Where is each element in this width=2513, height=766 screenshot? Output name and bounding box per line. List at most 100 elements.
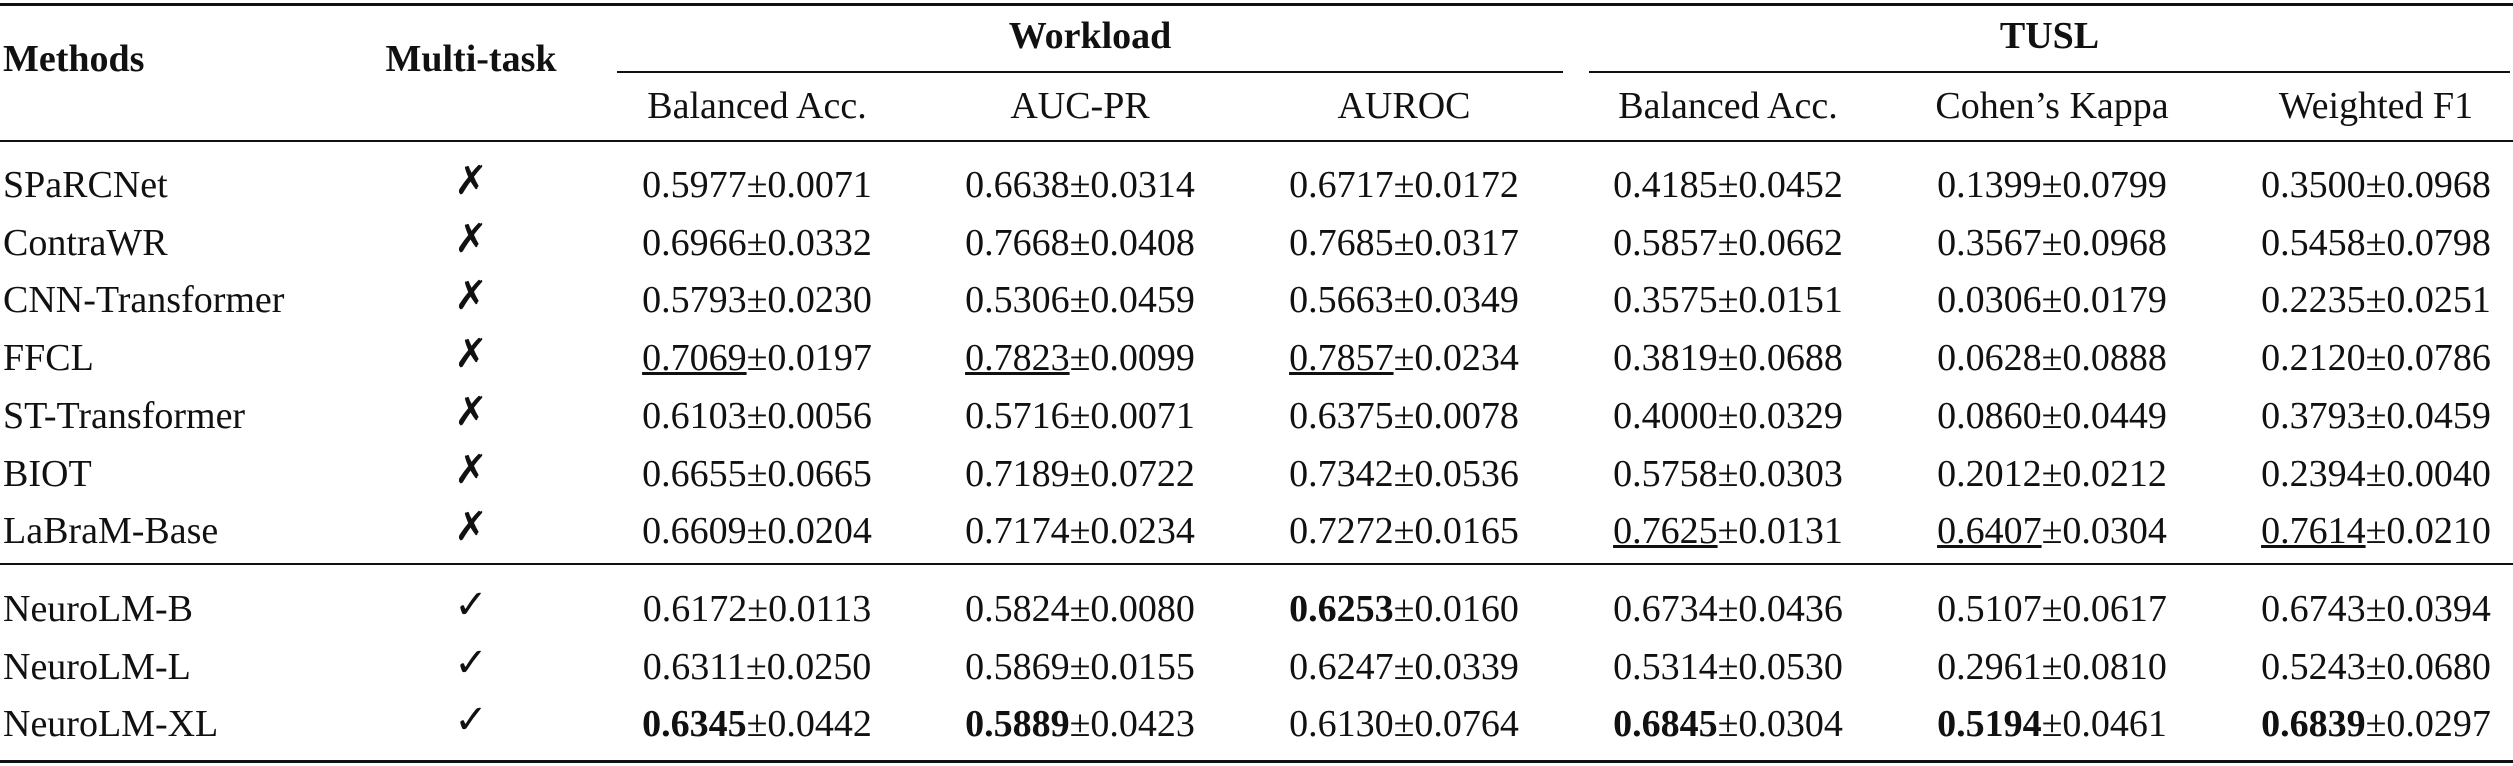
std: ±0.0665 bbox=[746, 452, 872, 495]
result-cell: 0.7272±0.0165 bbox=[1289, 512, 1519, 550]
result-cell: 0.6130±0.0764 bbox=[1289, 705, 1519, 743]
mean: 0.6375 bbox=[1289, 394, 1394, 437]
method-name: ContraWR bbox=[3, 221, 168, 264]
result-cell: 0.3575±0.0151 bbox=[1613, 281, 1843, 319]
method-name: NeuroLM-XL bbox=[3, 703, 219, 746]
mean: 0.0306 bbox=[1937, 279, 2042, 322]
result-cell: 0.5458±0.0798 bbox=[2261, 224, 2491, 262]
std: ±0.0968 bbox=[2041, 221, 2167, 264]
mean: 0.7342 bbox=[1289, 452, 1394, 495]
std: ±0.0317 bbox=[1393, 221, 1519, 264]
std: ±0.0461 bbox=[2041, 703, 2167, 746]
mean: 0.2235 bbox=[2261, 279, 2366, 322]
method-name: CNN-Transformer bbox=[3, 279, 285, 322]
result-cell: 0.5716±0.0071 bbox=[965, 397, 1195, 435]
result-cell: 0.5107±0.0617 bbox=[1937, 590, 2167, 628]
result-cell: 0.0628±0.0888 bbox=[1937, 339, 2167, 377]
std: ±0.0251 bbox=[2365, 279, 2491, 322]
result-cell: 0.5977±0.0071 bbox=[642, 166, 872, 204]
multitask-mark: ✗ bbox=[454, 446, 488, 493]
std: ±0.0442 bbox=[746, 703, 872, 746]
result-cell: 0.5857±0.0662 bbox=[1613, 224, 1843, 262]
result-cell: 0.3567±0.0968 bbox=[1937, 224, 2167, 262]
std: ±0.0536 bbox=[1393, 452, 1519, 495]
result-cell: 0.2120±0.0786 bbox=[2261, 339, 2491, 377]
result-cell: 0.0306±0.0179 bbox=[1937, 281, 2167, 319]
mean: 0.6655 bbox=[642, 452, 747, 495]
std: ±0.0452 bbox=[1717, 164, 1843, 206]
mean: 0.5758 bbox=[1613, 452, 1718, 495]
std: ±0.0071 bbox=[1069, 394, 1195, 437]
column-header: Balanced Acc. bbox=[647, 85, 867, 127]
mean: 0.7668 bbox=[965, 221, 1070, 264]
std: ±0.0423 bbox=[1069, 703, 1195, 746]
std: ±0.0071 bbox=[746, 164, 872, 206]
std: ±0.0459 bbox=[1069, 279, 1195, 322]
result-cell: 0.5194±0.0461 bbox=[1937, 705, 2167, 743]
mean: 0.5194 bbox=[1937, 703, 2042, 746]
bottom-rule bbox=[0, 760, 2513, 763]
group-rule bbox=[0, 563, 2513, 565]
mean: 0.7823 bbox=[965, 337, 1070, 380]
group-title: TUSL bbox=[1999, 15, 2100, 57]
std: ±0.0530 bbox=[1717, 645, 1843, 688]
result-cell: 0.3819±0.0688 bbox=[1613, 339, 1843, 377]
result-cell: 0.6609±0.0204 bbox=[642, 512, 872, 550]
std: ±0.0172 bbox=[1393, 164, 1519, 206]
result-cell: 0.6247±0.0339 bbox=[1289, 648, 1519, 686]
multitask-mark: ✗ bbox=[454, 215, 488, 262]
mean: 0.4000 bbox=[1613, 394, 1718, 437]
std: ±0.0394 bbox=[2365, 588, 2491, 630]
mean: 0.3793 bbox=[2261, 394, 2366, 437]
std: ±0.0349 bbox=[1393, 279, 1519, 322]
mean: 0.1399 bbox=[1937, 164, 2042, 206]
mean: 0.7189 bbox=[965, 452, 1070, 495]
std: ±0.0179 bbox=[2041, 279, 2167, 322]
std: ±0.0113 bbox=[747, 588, 872, 630]
result-cell: 0.4185±0.0452 bbox=[1613, 166, 1843, 204]
mean: 0.5306 bbox=[965, 279, 1070, 322]
mean: 0.5314 bbox=[1613, 645, 1718, 688]
result-cell: 0.7668±0.0408 bbox=[965, 224, 1195, 262]
mean: 0.2012 bbox=[1937, 452, 2042, 495]
std: ±0.0436 bbox=[1717, 588, 1843, 630]
multitask-mark: ✗ bbox=[454, 158, 488, 204]
mean: 0.5458 bbox=[2261, 221, 2366, 264]
std: ±0.0810 bbox=[2041, 645, 2167, 688]
mean: 0.6638 bbox=[965, 164, 1070, 206]
std: ±0.0722 bbox=[1069, 452, 1195, 495]
result-cell: 0.2012±0.0212 bbox=[1937, 455, 2167, 493]
std: ±0.0078 bbox=[1393, 394, 1519, 437]
result-cell: 0.5889±0.0423 bbox=[965, 705, 1195, 743]
result-cell: 0.7069±0.0197 bbox=[642, 339, 872, 377]
mean: 0.6407 bbox=[1937, 510, 2042, 553]
result-cell: 0.6655±0.0665 bbox=[642, 455, 872, 493]
result-cell: 0.7857±0.0234 bbox=[1289, 339, 1519, 377]
mean: 0.6130 bbox=[1289, 703, 1394, 746]
mean: 0.5857 bbox=[1613, 221, 1718, 264]
mean: 0.7857 bbox=[1289, 337, 1394, 380]
mean: 0.7625 bbox=[1613, 510, 1718, 553]
std: ±0.0408 bbox=[1069, 221, 1195, 264]
result-cell: 0.3793±0.0459 bbox=[2261, 397, 2491, 435]
column-header: AUC-PR bbox=[1010, 85, 1150, 127]
result-cell: 0.5306±0.0459 bbox=[965, 281, 1195, 319]
method-name: NeuroLM-B bbox=[3, 588, 193, 630]
std: ±0.0332 bbox=[746, 221, 872, 264]
std: ±0.0314 bbox=[1069, 164, 1195, 206]
std: ±0.0040 bbox=[2365, 452, 2491, 495]
result-cell: 0.2235±0.0251 bbox=[2261, 281, 2491, 319]
multitask-mark: ✓ bbox=[454, 697, 488, 744]
mean: 0.5889 bbox=[965, 703, 1070, 746]
result-cell: 0.6734±0.0436 bbox=[1613, 590, 1843, 628]
result-cell: 0.6638±0.0314 bbox=[965, 166, 1195, 204]
result-cell: 0.5243±0.0680 bbox=[2261, 648, 2491, 686]
std: ±0.0617 bbox=[2041, 588, 2167, 630]
result-cell: 0.1399±0.0799 bbox=[1937, 166, 2167, 204]
mean: 0.4185 bbox=[1613, 164, 1718, 206]
multitask-mark: ✗ bbox=[454, 273, 488, 320]
result-cell: 0.5663±0.0349 bbox=[1289, 281, 1519, 319]
method-name: SPaRCNet bbox=[3, 164, 168, 206]
std: ±0.0234 bbox=[1393, 337, 1519, 380]
